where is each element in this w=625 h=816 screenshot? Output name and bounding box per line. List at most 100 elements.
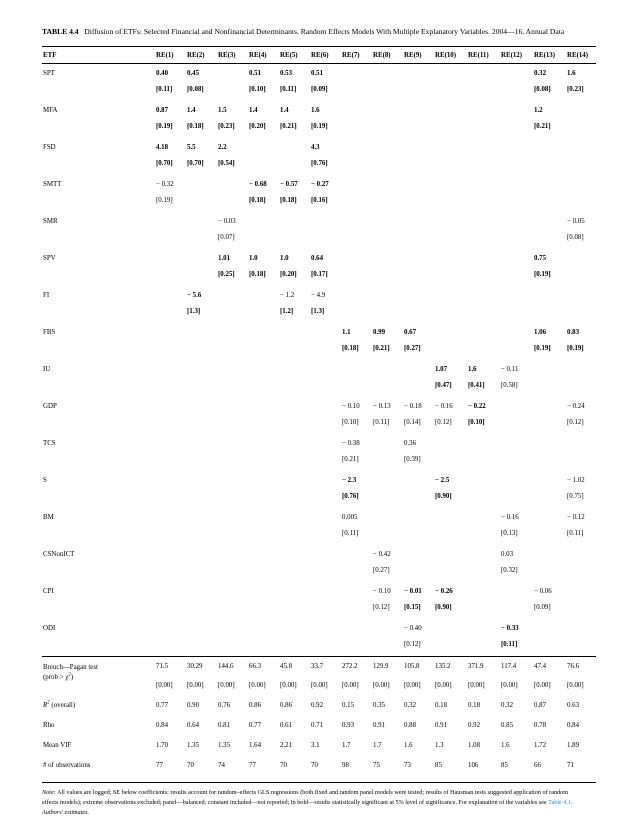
breusch-pagan-prob-cell: [0.00]	[280, 682, 297, 690]
coef-cell: 1.6	[468, 366, 477, 374]
breusch-pagan-prob-cell: [0.00]	[435, 682, 452, 690]
r-squared-overall-cell: 0.15	[342, 702, 355, 710]
coef-cell	[567, 101, 596, 123]
coef-cell: 1.6	[567, 70, 576, 78]
column-header-re-9: RE(9)	[404, 46, 435, 65]
coef-cell: 0.51	[249, 70, 262, 78]
coef-cell	[404, 64, 435, 87]
column-header-re-11: RE(11)	[468, 46, 501, 65]
coef-cell	[249, 138, 280, 160]
mean-vif-label: Mean VIF	[42, 737, 156, 757]
breusch-pagan-prob-cell: [0.00]	[156, 682, 173, 690]
coef-cell	[404, 138, 435, 160]
coef-cell: − 2.3	[342, 477, 357, 485]
coef-cell: − 0.40	[404, 625, 422, 633]
coef-cell	[280, 434, 311, 456]
se-cell	[311, 567, 342, 582]
coef-cell	[156, 212, 187, 234]
coef-cell	[187, 360, 218, 382]
se-cell	[156, 345, 187, 360]
se-cell: [0.17]	[311, 271, 328, 279]
r-squared-overall-cell: 0.32	[404, 702, 417, 710]
se-cell	[342, 234, 373, 249]
coef-cell: 1.01	[218, 255, 231, 263]
coef-cell	[373, 434, 404, 456]
se-cell: [0.11]	[280, 86, 297, 94]
coef-cell	[156, 434, 187, 456]
coef-cell	[435, 175, 468, 197]
se-cell	[501, 456, 534, 471]
coef-cell	[468, 434, 501, 456]
coef-cell: − 0.57	[280, 181, 298, 189]
se-cell	[249, 308, 280, 323]
observations-cell: 106	[468, 757, 501, 784]
breusch-pagan-test-cell: 144.6	[218, 656, 249, 683]
coef-cell: 1.0	[280, 255, 289, 263]
rho-label: Rho	[43, 722, 55, 730]
rho-cell: 0.85	[501, 722, 514, 730]
se-cell	[249, 160, 280, 175]
coef-cell	[218, 397, 249, 419]
observations-cell: 73	[404, 757, 435, 784]
coef-cell: − 0.06	[534, 588, 552, 596]
se-cell	[218, 604, 249, 619]
coef-cell: 1.4	[187, 107, 196, 115]
coef-cell	[187, 323, 218, 345]
breusch-pagan-test-cell: 272.2	[342, 656, 373, 683]
observations-cell: 77	[156, 757, 187, 784]
coef-cell: 5.5	[187, 144, 196, 152]
se-cell	[249, 567, 280, 582]
coef-cell: − 0.38	[342, 440, 360, 448]
note-body: All values are logged; SE below coeffici…	[42, 789, 569, 806]
breusch-pagan-test-cell: 71.5	[156, 656, 187, 683]
coef-cell	[373, 508, 404, 530]
coef-cell: − 4.9	[311, 292, 326, 300]
se-cell	[501, 234, 534, 249]
se-cell: [0.19]	[311, 123, 328, 131]
results-table: ETF RE(1) RE(2) RE(3) RE(4) RE(5) RE(6) RE(7) R…	[42, 46, 596, 784]
se-cell	[249, 493, 280, 508]
se-cell: [0.12]	[404, 641, 421, 649]
coef-cell	[468, 323, 501, 345]
coef-cell	[534, 397, 567, 419]
coef-cell	[373, 249, 404, 271]
coef-cell: − 0.11	[501, 366, 519, 374]
coef-cell	[280, 508, 311, 530]
row-label-spacer	[42, 234, 156, 249]
se-cell	[468, 567, 501, 582]
se-cell	[187, 641, 218, 657]
table-row-se: [0.76] [0.90] [0.75]	[42, 493, 596, 508]
coef-cell	[342, 619, 373, 641]
se-cell: [0.11]	[373, 419, 390, 427]
se-cell	[567, 160, 596, 175]
se-cell: [0.41]	[468, 382, 485, 390]
row-label-spacer	[42, 456, 156, 471]
r-squared-overall-cell: 0.86	[249, 702, 262, 710]
coef-cell	[342, 101, 373, 123]
coef-cell	[435, 619, 468, 641]
row-label-odi: ODI	[43, 625, 56, 633]
rho-cell: 0.71	[311, 722, 324, 730]
observations-cell: 71	[567, 757, 596, 784]
coef-cell	[435, 249, 468, 271]
coef-cell	[435, 434, 468, 456]
row-label-spacer	[42, 567, 156, 582]
coef-cell: 4.18	[156, 144, 169, 152]
se-cell	[404, 271, 435, 286]
coef-cell	[342, 582, 373, 604]
coef-cell	[501, 471, 534, 493]
se-cell	[435, 197, 468, 212]
se-cell	[404, 234, 435, 249]
se-cell: [0.54]	[218, 160, 235, 168]
breusch-pagan-prob-cell: [0.00]	[404, 682, 421, 690]
coef-cell: − 0.32	[156, 181, 174, 189]
se-cell: [0.58]	[501, 382, 518, 390]
rho: Rho 0.84 0.64 0.81 0.77 0.61 0.71 0.93 0.91 0.88 0…	[42, 717, 596, 737]
breusch-pagan-prob-cell: [0.00]	[249, 682, 266, 690]
coef-cell	[187, 471, 218, 493]
se-cell	[534, 308, 567, 323]
r2-label-symbol: R	[43, 702, 48, 710]
se-cell	[435, 641, 468, 657]
se-cell	[435, 123, 468, 138]
table-row-se: [0.47] [0.41] [0.58]	[42, 382, 596, 397]
